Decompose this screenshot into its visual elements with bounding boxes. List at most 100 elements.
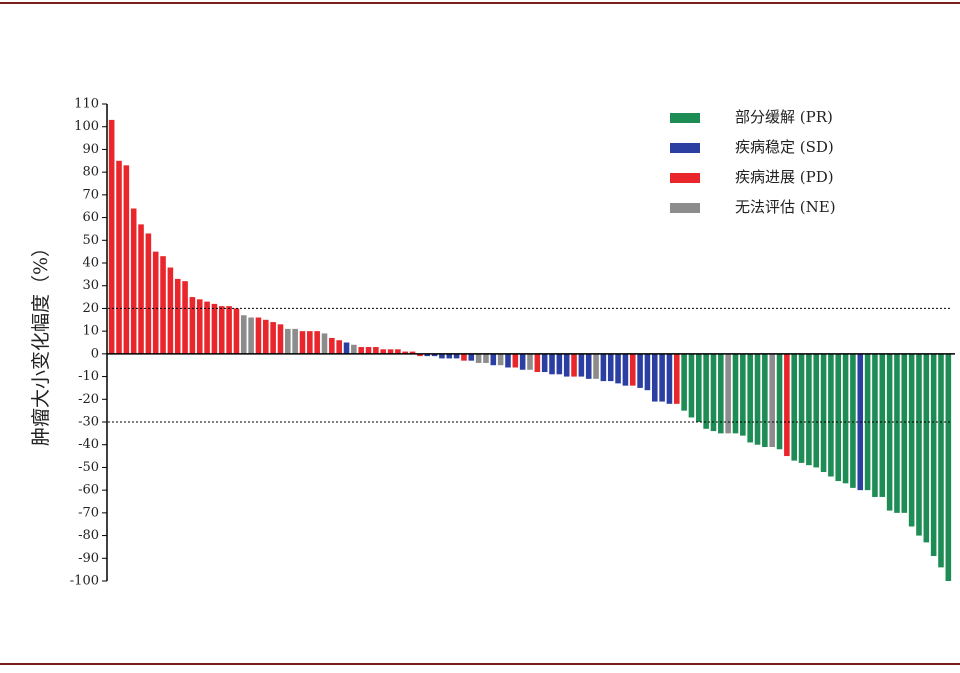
bar [189, 297, 196, 354]
bar [373, 347, 379, 354]
bar [762, 353, 768, 447]
bar [314, 331, 320, 354]
bar [167, 267, 174, 354]
bar [607, 353, 614, 382]
bar [329, 337, 335, 354]
bar [740, 353, 746, 436]
y-tick-label: 80 [82, 165, 99, 180]
y-tick-label: 90 [82, 142, 99, 157]
bar [240, 315, 247, 354]
y-tick-label: 30 [82, 278, 99, 293]
bar [864, 353, 871, 491]
bar [277, 324, 284, 354]
bar [468, 353, 475, 361]
bar [497, 353, 504, 366]
legend-swatch [670, 143, 700, 153]
bar [644, 353, 651, 391]
bar [754, 353, 761, 445]
bar [292, 328, 298, 354]
bar [901, 353, 908, 513]
bar [615, 353, 621, 384]
bar [600, 353, 607, 382]
bar [196, 299, 203, 354]
bar [233, 308, 240, 354]
bar [571, 353, 577, 377]
bar [835, 353, 842, 482]
y-tick-label: -100 [70, 574, 99, 589]
bar [365, 347, 372, 354]
bar [659, 353, 665, 402]
bar [182, 281, 188, 354]
bar [710, 353, 717, 432]
bar [585, 353, 592, 379]
bar [204, 301, 210, 354]
bar [152, 251, 159, 354]
bar [453, 353, 460, 359]
bar [622, 353, 629, 386]
bar [263, 319, 269, 354]
bar [439, 353, 445, 359]
bar [138, 224, 144, 354]
bar [527, 353, 533, 370]
bar [637, 353, 643, 388]
bar [791, 353, 797, 461]
legend-swatch [670, 173, 700, 183]
bar [725, 353, 731, 434]
bar [255, 317, 262, 354]
y-tick-label: 60 [82, 210, 99, 225]
bar [629, 353, 636, 386]
bar [174, 278, 181, 354]
y-tick-label: -40 [78, 437, 99, 452]
bar [380, 349, 387, 354]
y-axis-label: 肿瘤大小变化幅度（%） [30, 238, 52, 446]
bar [556, 353, 563, 375]
y-tick-label: 20 [82, 301, 99, 316]
bar [666, 353, 673, 404]
bar [519, 353, 526, 370]
y-tick-label: 50 [82, 233, 99, 248]
bar [299, 331, 306, 354]
bar [343, 342, 350, 354]
bar [431, 353, 438, 357]
bar [769, 353, 775, 447]
bar [673, 353, 680, 404]
legend-swatch [670, 113, 700, 123]
bar [483, 353, 489, 363]
bar [505, 353, 511, 368]
legend-label: 疾病进展 (PD) [735, 168, 834, 186]
bar [402, 351, 409, 354]
bar [424, 353, 431, 357]
bar [916, 353, 922, 536]
bar [747, 353, 753, 443]
bar [908, 353, 915, 527]
bar [475, 353, 482, 363]
bar [696, 353, 702, 422]
bar [718, 353, 724, 434]
bar [828, 353, 834, 477]
bar [894, 353, 900, 513]
bar [886, 353, 893, 511]
bar [813, 353, 820, 468]
bar [160, 256, 166, 354]
bar [358, 347, 364, 354]
y-tick-label: 110 [74, 97, 99, 112]
bar [945, 353, 952, 581]
bar [872, 353, 878, 497]
bar [248, 317, 254, 354]
bar [351, 344, 357, 354]
legend-label: 无法评估 (NE) [735, 198, 836, 216]
bar [336, 340, 342, 354]
bar [703, 353, 709, 429]
y-tick-label: -80 [78, 528, 99, 543]
y-tick-label: -60 [78, 483, 99, 498]
bar [651, 353, 658, 402]
bar [130, 208, 137, 354]
bar [784, 353, 790, 457]
y-tick-label: -10 [78, 369, 99, 384]
bar [732, 353, 739, 434]
y-tick-label: 10 [82, 324, 99, 339]
bar [593, 353, 599, 379]
bar [145, 233, 152, 354]
bar [116, 160, 122, 354]
bar [108, 119, 115, 354]
